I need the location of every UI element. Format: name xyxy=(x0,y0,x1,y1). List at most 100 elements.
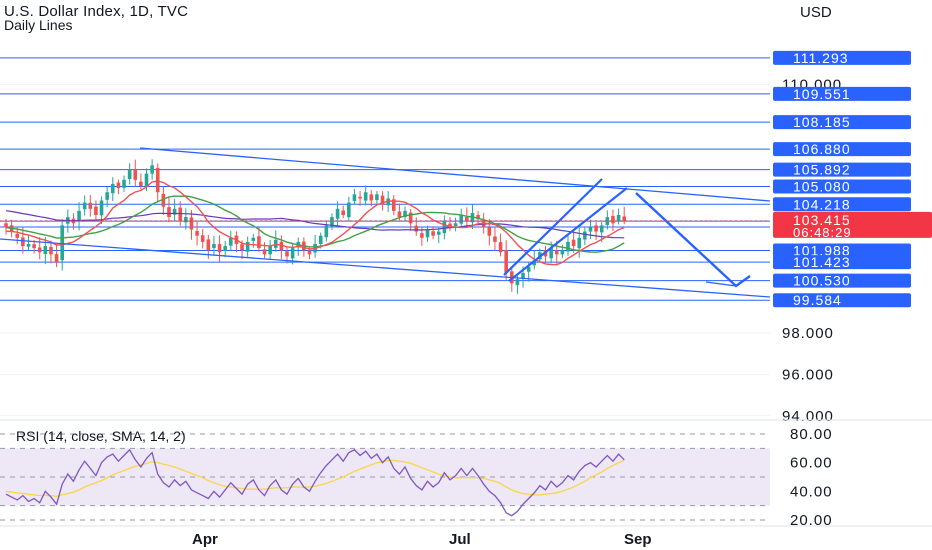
ma-fast-line xyxy=(5,180,625,266)
candle-body-56 xyxy=(318,235,323,245)
candle-body-100 xyxy=(566,241,570,252)
level-tag-12 xyxy=(773,293,911,308)
candle-body-92 xyxy=(521,272,525,280)
candle-body-7 xyxy=(43,246,48,255)
candle-body-49 xyxy=(279,241,284,251)
candle-body-82 xyxy=(465,217,469,222)
candle-body-75 xyxy=(425,229,430,238)
candle-body-46 xyxy=(262,249,267,255)
date-tick-sep: Sep xyxy=(624,531,652,548)
candle-body-23 xyxy=(133,169,138,180)
candle-body-86 xyxy=(487,227,492,236)
candle-body-31 xyxy=(178,207,183,222)
level-tag-0 xyxy=(773,50,911,65)
candle-body-67 xyxy=(380,195,385,205)
price-tick-1: 98.000 xyxy=(782,325,834,342)
candle-body-77 xyxy=(436,231,441,235)
ma-mid-line xyxy=(5,195,625,253)
desc-channel-lower xyxy=(0,238,771,298)
candle-body-44 xyxy=(251,237,256,241)
projection-arrow-head xyxy=(705,281,737,287)
candle-body-74 xyxy=(420,233,424,238)
candle-body-48 xyxy=(273,239,278,248)
candle-body-107 xyxy=(605,217,610,225)
candle-body-19 xyxy=(110,183,115,194)
candle-body-63 xyxy=(358,196,362,199)
level-tag-label-6: 104.218 xyxy=(793,196,851,212)
candle-body-37 xyxy=(212,243,216,249)
candle-body-36 xyxy=(206,239,211,251)
candle-body-72 xyxy=(408,212,413,224)
candle-body-94 xyxy=(532,260,537,266)
level-tag-label-12: 99.584 xyxy=(793,292,842,308)
candle-body-57 xyxy=(324,225,329,238)
candle-body-79 xyxy=(448,223,452,228)
candle-body-6 xyxy=(37,247,42,253)
candle-body-87 xyxy=(493,236,497,242)
horizontal-levels xyxy=(0,57,770,301)
level-tag-label-2: 108.185 xyxy=(793,114,851,130)
candle-body-93 xyxy=(526,266,531,272)
candle-body-65 xyxy=(369,194,374,201)
level-tag-label-11: 100.530 xyxy=(793,273,851,289)
candle-body-45 xyxy=(257,236,261,249)
candle-body-0 xyxy=(4,223,8,228)
candle-body-13 xyxy=(77,210,81,221)
candle-body-71 xyxy=(403,210,407,218)
level-tag-1 xyxy=(773,86,911,101)
level-tag-9 xyxy=(773,243,911,258)
level-tag-4 xyxy=(773,162,911,177)
asc-channel-lower xyxy=(508,187,628,282)
candle-body-60 xyxy=(341,210,345,216)
candle-body-97 xyxy=(549,248,553,259)
candle-body-58 xyxy=(330,217,334,227)
candle-body-42 xyxy=(240,244,244,251)
candle-body-15 xyxy=(88,202,93,209)
candle-body-43 xyxy=(245,241,250,252)
candle-body-78 xyxy=(442,221,447,234)
chart-subtitle: Daily Lines xyxy=(4,17,73,33)
candle-body-24 xyxy=(139,181,143,187)
date-tick-apr: Apr xyxy=(192,531,218,548)
candle-body-3 xyxy=(21,237,25,247)
rsi-tick-2: 40.00 xyxy=(790,483,833,500)
chart-title: U.S. Dollar Index, 1D, TVC xyxy=(4,3,189,20)
candle-body-110 xyxy=(622,216,626,221)
candle-body-8 xyxy=(49,246,53,255)
level-tags: 111.293 109.551 108.185 106.880 105.892105.0… xyxy=(773,50,911,308)
candle-body-101 xyxy=(571,239,576,247)
desc-channel-upper xyxy=(139,147,771,202)
level-tag-label-5: 105.080 xyxy=(793,178,851,194)
rsi-tick-1: 60.00 xyxy=(790,455,833,472)
candle-body-64 xyxy=(363,192,368,201)
candle-body-29 xyxy=(167,207,171,218)
candle-body-104 xyxy=(588,227,593,232)
rsi-ma-line xyxy=(5,459,625,498)
ma-slow-line xyxy=(5,210,625,239)
candle-body-105 xyxy=(594,225,598,232)
candle-body-80 xyxy=(453,223,458,227)
candle-body-39 xyxy=(223,246,227,251)
trend-drawings xyxy=(0,147,771,298)
candle-body-28 xyxy=(161,193,166,207)
candle-body-66 xyxy=(375,194,379,201)
candle-body-20 xyxy=(116,182,121,189)
candle-body-98 xyxy=(554,250,559,255)
rsi-line xyxy=(5,448,625,517)
level-tag-11 xyxy=(773,273,911,288)
price-tick-2: 96.000 xyxy=(782,366,834,383)
candle-body-30 xyxy=(172,208,177,215)
rsi-tick-3: 20.00 xyxy=(790,512,833,529)
grid xyxy=(0,84,770,417)
candle-body-84 xyxy=(476,215,480,220)
level-tag-5 xyxy=(773,179,911,194)
level-tag-6 xyxy=(773,197,911,212)
level-tag-label-9: 101.988 xyxy=(793,242,851,258)
candle-body-4 xyxy=(26,243,31,247)
candle-body-5 xyxy=(32,244,36,249)
candle-body-9 xyxy=(54,254,59,263)
candle-body-26 xyxy=(150,165,154,174)
candle-body-76 xyxy=(431,231,435,236)
level-tag-label-4: 105.892 xyxy=(793,162,851,178)
